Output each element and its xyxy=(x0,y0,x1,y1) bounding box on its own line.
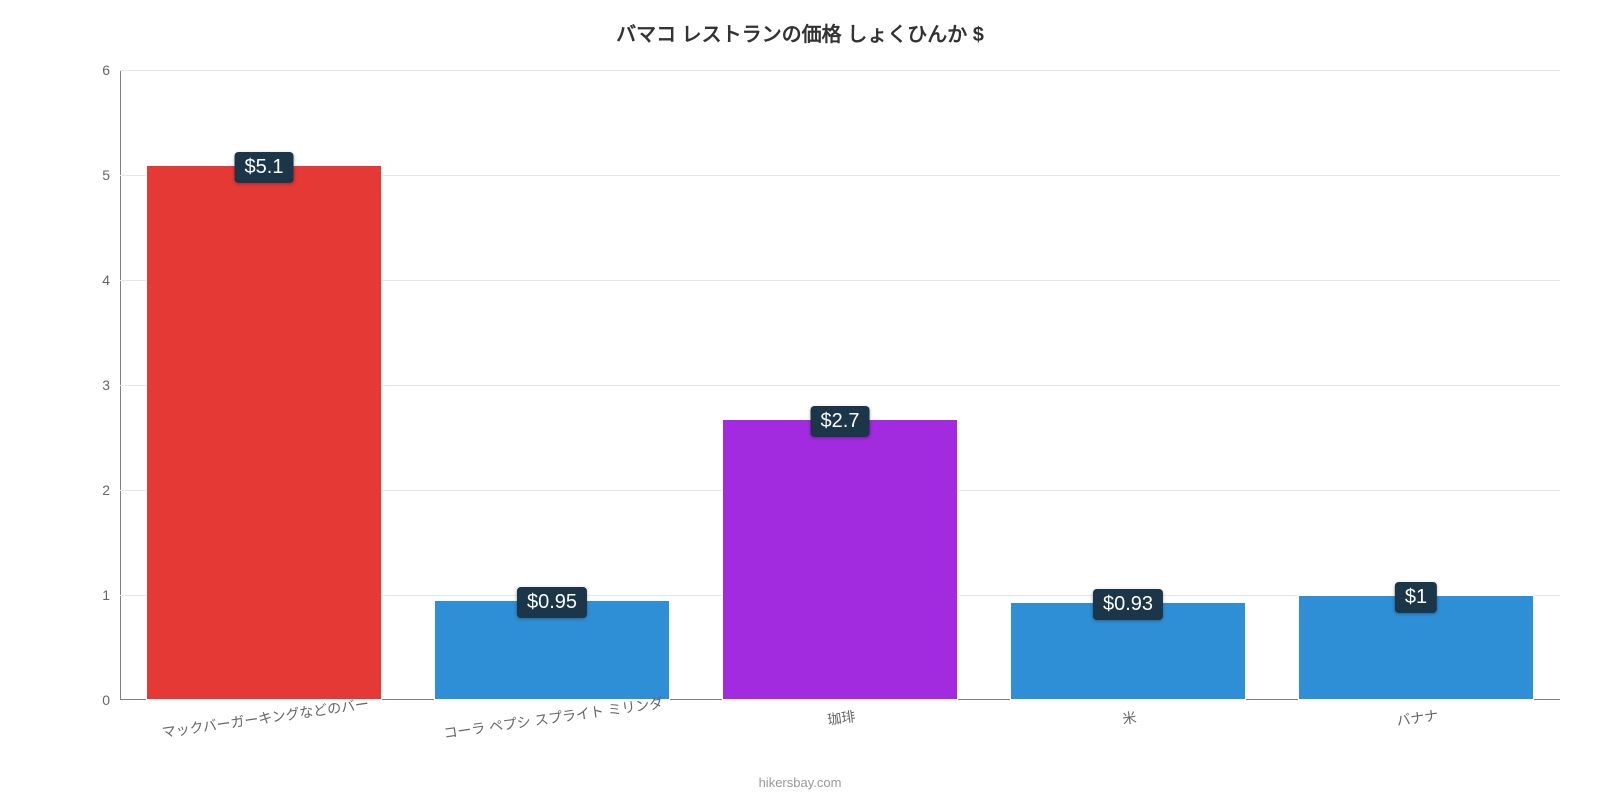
y-tick-label: 0 xyxy=(102,692,120,708)
bar-slot: $0.95 xyxy=(408,70,696,700)
y-tick-label: 2 xyxy=(102,482,120,498)
y-tick-label: 4 xyxy=(102,272,120,288)
y-tick-label: 3 xyxy=(102,377,120,393)
bar: $0.93 xyxy=(1010,602,1246,700)
value-badge: $5.1 xyxy=(235,152,294,183)
y-tick-label: 1 xyxy=(102,587,120,603)
bar: $2.7 xyxy=(722,419,958,700)
bar: $0.95 xyxy=(434,600,670,700)
bar: $1 xyxy=(1298,595,1534,700)
bar-slot: $5.1 xyxy=(120,70,408,700)
chart-container: バマコ レストランの価格 しょくひんか $ $5.1 $0.95 $2.7 $0.93… xyxy=(0,0,1600,800)
bar-slot: $1 xyxy=(1272,70,1560,700)
y-tick-label: 5 xyxy=(102,167,120,183)
x-labels-row: マックバーガーキングなどのバーコーラ ペプシ スプライト ミリンダ珈琲米バナナ xyxy=(120,708,1560,728)
chart-title: バマコ レストランの価格 しょくひんか $ xyxy=(0,18,1600,47)
value-badge: $0.95 xyxy=(517,587,587,618)
bar: $5.1 xyxy=(146,165,382,701)
bar-slot: $0.93 xyxy=(984,70,1272,700)
value-badge: $1 xyxy=(1395,582,1437,613)
value-badge: $0.93 xyxy=(1093,589,1163,620)
plot-area: $5.1$0.95$2.7$0.93$1 0123456 xyxy=(120,70,1560,700)
bar-slot: $2.7 xyxy=(696,70,984,700)
attribution-text: hikersbay.com xyxy=(0,775,1600,790)
value-badge: $2.7 xyxy=(811,406,870,437)
bars-group: $5.1 $0.95 $2.7 $0.93 $1 xyxy=(120,70,1560,700)
y-tick-label: 6 xyxy=(102,62,120,78)
